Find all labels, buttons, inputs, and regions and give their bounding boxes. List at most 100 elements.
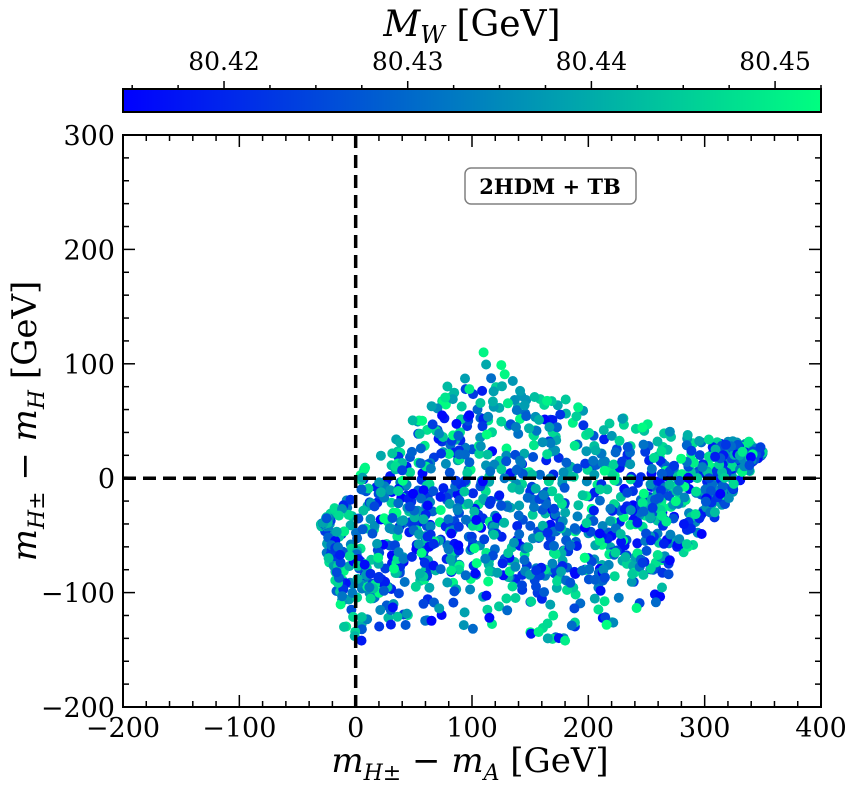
scatter-point — [538, 490, 549, 500]
scatter-point — [481, 429, 492, 440]
scatter-point — [400, 620, 411, 630]
scatter-point — [378, 585, 389, 596]
scatter-point — [569, 603, 580, 614]
colorbar-tick-label: 80.42 — [188, 47, 260, 76]
scatter-point — [487, 550, 498, 561]
x-axis-title: mH± − mA [GeV] — [331, 741, 608, 786]
scatter-point — [494, 490, 505, 501]
scatter-point — [649, 452, 659, 463]
scatter-point — [594, 528, 605, 539]
scatter-point — [456, 401, 467, 412]
scatter-point — [620, 552, 631, 563]
scatter-point — [584, 564, 595, 575]
scatter-point — [692, 473, 703, 484]
y-tick-label: −200 — [41, 693, 115, 724]
scatter-point — [589, 593, 600, 604]
scatter-point — [511, 422, 521, 432]
scatter-point — [531, 565, 542, 576]
y-axis-title: mH± − mH [GeV] — [5, 281, 50, 562]
scatter-point — [622, 442, 633, 452]
scatter-point — [331, 567, 342, 578]
scatter-point — [492, 567, 503, 578]
scatter-point — [497, 558, 508, 569]
scatter-point — [410, 581, 421, 592]
x-tick-label: 100 — [446, 713, 498, 744]
scatter-point — [610, 447, 621, 458]
scatter-point — [440, 392, 451, 403]
x-tick-label: 200 — [563, 713, 615, 744]
scatter-point — [460, 570, 471, 581]
scatter-point — [488, 386, 499, 397]
scatter-point — [393, 588, 404, 599]
scatter-point — [537, 520, 548, 531]
scatter-point — [373, 573, 384, 584]
scatter-point — [442, 381, 453, 392]
scatter-point — [723, 493, 734, 504]
scatter-point — [664, 479, 675, 490]
scatter-point — [528, 440, 539, 451]
scatter-point — [595, 484, 605, 495]
scatter-point — [663, 569, 674, 580]
scatter-point — [652, 550, 663, 560]
scatter-point — [369, 501, 380, 512]
scatter-point — [542, 449, 553, 460]
scatter-point — [503, 548, 514, 559]
scatter-point — [501, 593, 512, 604]
scatter-point — [469, 506, 480, 517]
scatter-point — [454, 495, 465, 506]
scatter-point — [637, 557, 648, 568]
scatter-point — [491, 513, 502, 523]
scatter-point — [709, 507, 720, 518]
scatter-point — [537, 437, 548, 448]
x-tick-label: −100 — [202, 713, 276, 744]
scatter-point — [465, 584, 476, 595]
scatter-point — [510, 561, 521, 572]
y-tick-label: −100 — [41, 579, 115, 610]
scatter-point — [573, 500, 584, 511]
scatter-point — [694, 450, 705, 461]
scatter-point — [374, 621, 385, 632]
scatter-point — [535, 469, 545, 480]
scatter-point — [656, 468, 667, 479]
scatter-point — [408, 488, 419, 499]
scatter-point — [481, 590, 492, 601]
scatter-point — [605, 516, 616, 527]
scatter-point — [484, 566, 495, 577]
scatter-point — [418, 598, 429, 609]
scatter-point — [579, 552, 590, 563]
scatter-point — [697, 462, 708, 473]
scatter-point — [631, 603, 642, 613]
scatter-point — [375, 450, 386, 461]
scatter-point — [638, 569, 649, 580]
scatter-point — [414, 568, 425, 579]
scatter-point — [373, 552, 384, 563]
scatter-point — [507, 581, 518, 592]
scatter-point — [464, 410, 475, 421]
scatter-point — [598, 564, 609, 575]
scatter-point — [496, 500, 507, 511]
scatter-point — [513, 510, 524, 521]
scatter-point — [424, 582, 435, 593]
scatter-point — [622, 487, 633, 498]
model-badge-label: 2HDM + TB — [479, 174, 621, 199]
scatter-point — [566, 620, 577, 631]
scatter-point — [418, 514, 429, 525]
scatter-point — [419, 557, 430, 568]
scatter-point — [496, 360, 507, 371]
scatter-point — [406, 446, 417, 457]
scatter-point — [385, 485, 396, 496]
scatter-point — [597, 521, 608, 531]
scatter-point — [645, 479, 656, 490]
scatter-point — [669, 460, 680, 471]
scatter-point — [425, 521, 436, 532]
scatter-point — [521, 411, 532, 422]
scatter-point — [481, 359, 492, 370]
scatter-point — [700, 496, 711, 507]
scatter-point — [436, 448, 447, 459]
scatter-point — [577, 490, 588, 501]
scatter-point — [331, 526, 342, 537]
scatter-point — [401, 608, 412, 619]
scatter-point — [550, 549, 561, 560]
scatter-point — [627, 569, 638, 580]
scatter-point — [533, 627, 544, 637]
